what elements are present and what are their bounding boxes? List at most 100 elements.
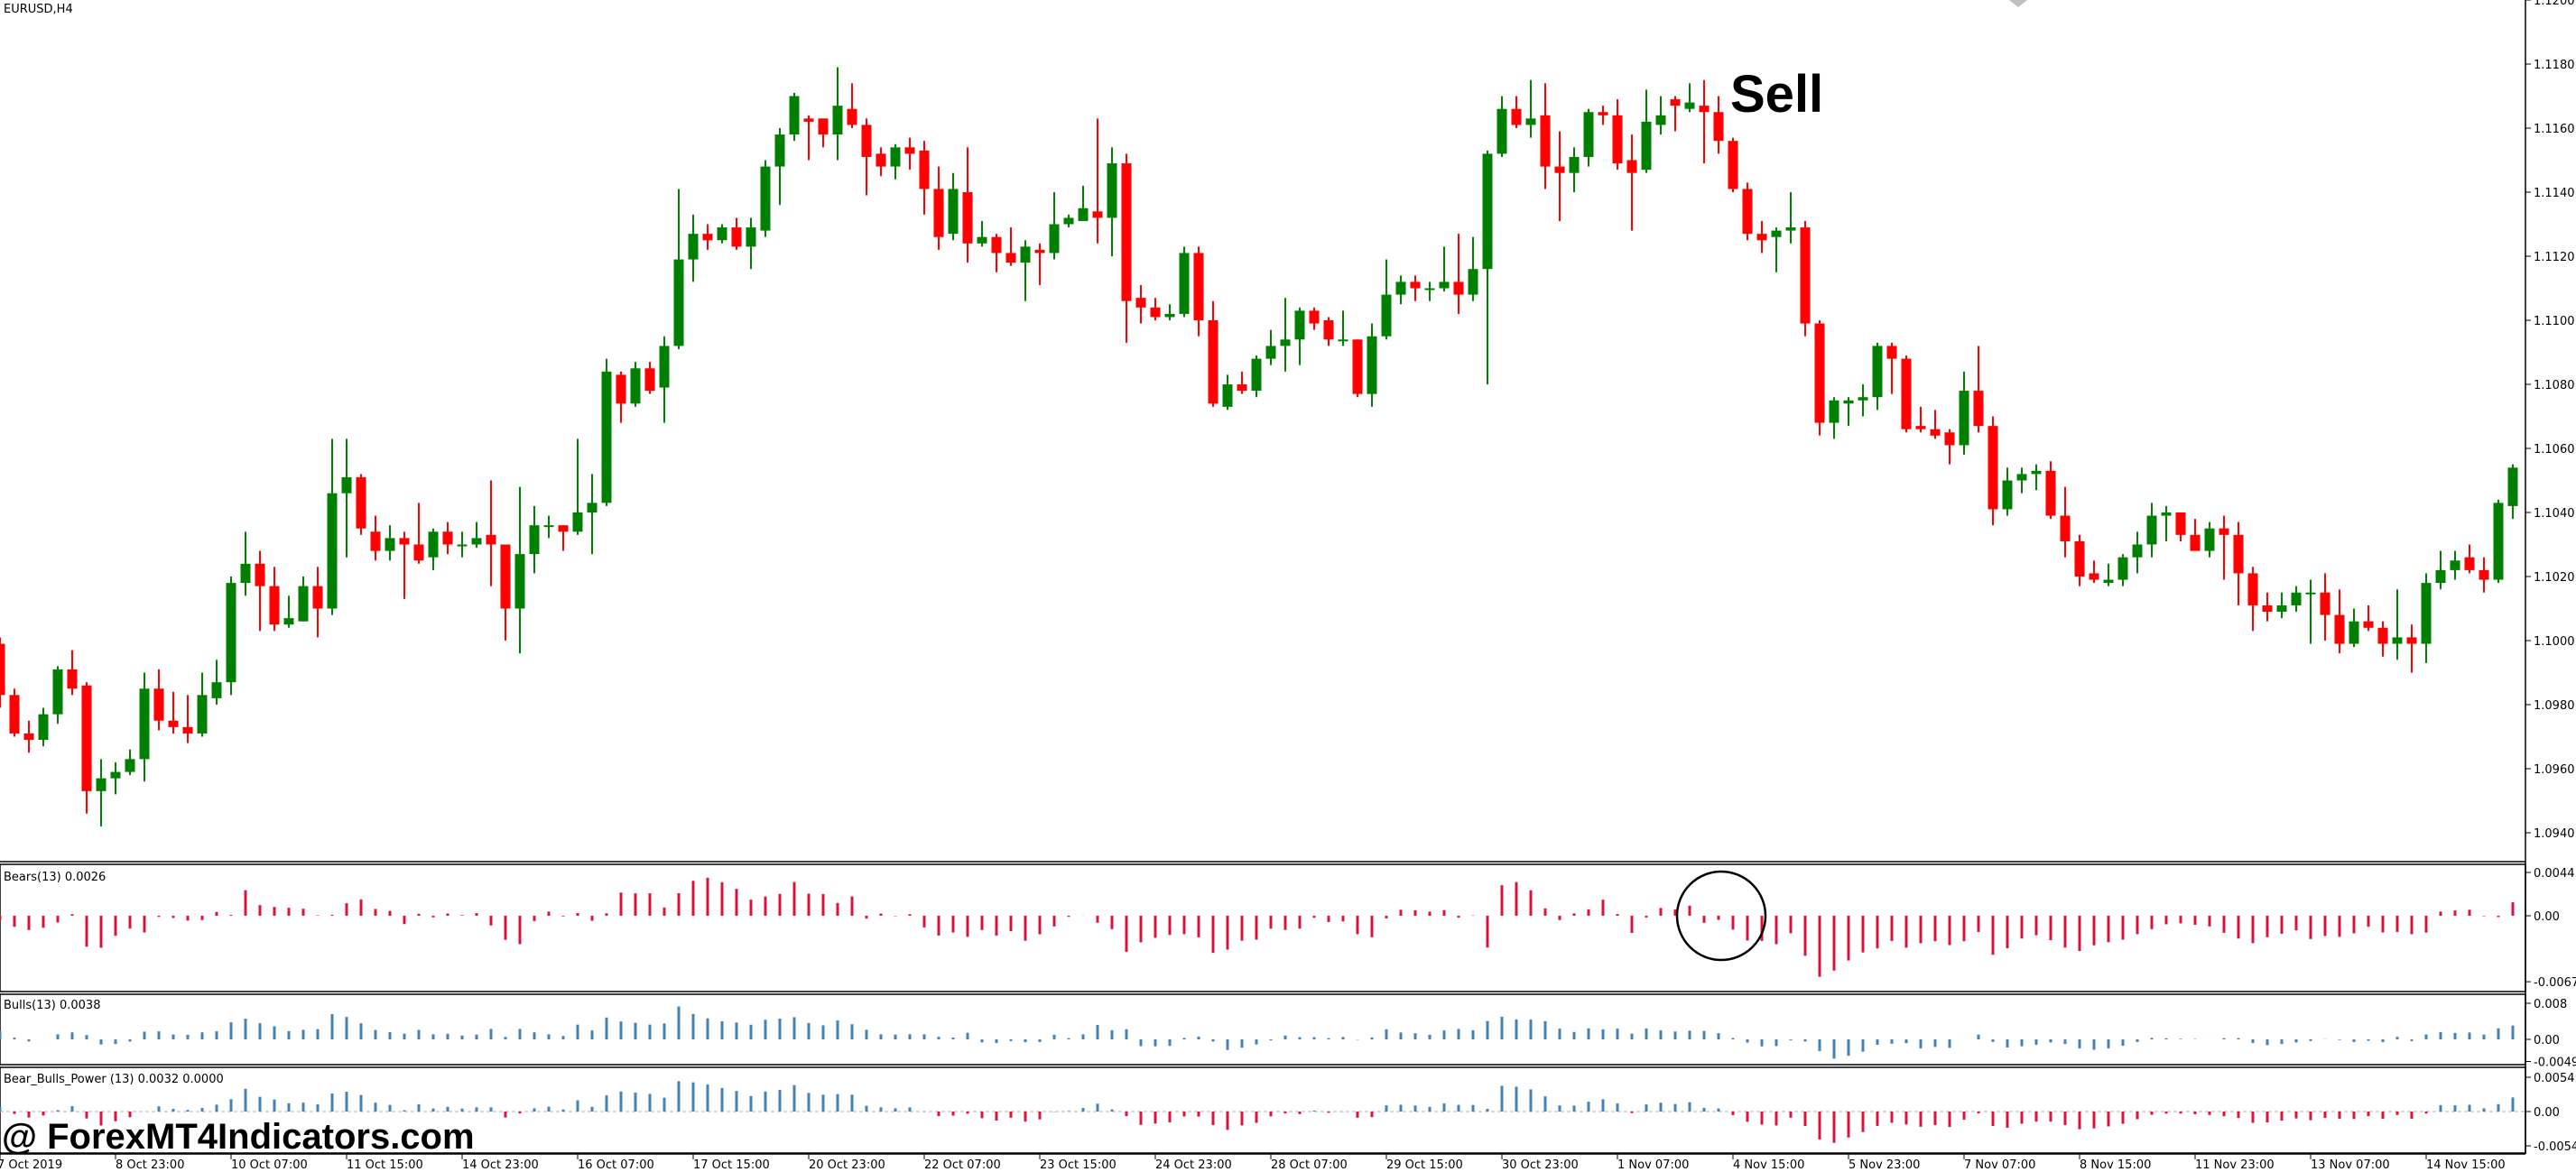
bear-candle [0, 637, 5, 708]
bear-candle [2045, 461, 2056, 520]
price-axis-label: 1.1100 [2534, 315, 2575, 328]
bear-candle [1309, 307, 1320, 330]
candle-body [1395, 281, 1406, 295]
candle-body [1164, 313, 1175, 318]
bear-candle [2089, 560, 2099, 584]
bear-candle [644, 362, 655, 394]
bear-candle [1193, 246, 1204, 337]
candle-body [529, 525, 540, 555]
candle-body [2247, 573, 2258, 605]
time-axis-label: 16 Oct 07:00 [578, 1158, 654, 1172]
candle-body [1525, 118, 1536, 125]
candle-body [818, 118, 829, 135]
price-axis-label: 1.1200 [2534, 0, 2575, 8]
candle-body [876, 153, 886, 167]
bear-candle [2334, 589, 2345, 654]
candle-body [1829, 400, 1839, 423]
candle-body [644, 368, 655, 392]
candle-body [1439, 281, 1450, 289]
bear-candle [1930, 410, 1941, 439]
bear-candle [933, 166, 944, 250]
bull-candle [659, 336, 670, 423]
candle-body [1496, 108, 1507, 154]
bear-candle [1121, 153, 1132, 343]
bear-candle [442, 521, 453, 555]
bull-candle [1424, 281, 1435, 301]
candle-body [2349, 621, 2359, 644]
candle-body [933, 189, 944, 237]
candle-body [1251, 358, 1262, 392]
candle-body [1641, 121, 1652, 171]
bull-candle [2161, 505, 2172, 541]
candle-body [2103, 579, 2114, 584]
price-axis-label: 1.1020 [2534, 571, 2575, 585]
candle-body [226, 583, 236, 683]
candle-body [890, 147, 901, 167]
bear-candle [2363, 604, 2374, 632]
price-axis-label: 1.1160 [2534, 123, 2575, 136]
chart-symbol-title: EURUSD,H4 [4, 3, 73, 16]
candle-body [1930, 429, 1941, 436]
candle-body [1872, 346, 1883, 398]
candle-body [572, 512, 583, 532]
price-axis-label: 1.0960 [2534, 763, 2575, 777]
candle-body [1612, 115, 1623, 164]
candle-body [601, 371, 612, 503]
candle-body [904, 147, 915, 154]
bear-candle [1699, 79, 1710, 164]
bear-candle [1554, 131, 1565, 221]
bull-candle [2435, 550, 2446, 590]
bull-candle [2016, 467, 2027, 494]
candle-body [356, 476, 366, 529]
bear-candle [1092, 118, 1103, 244]
candle-body [2377, 627, 2388, 644]
candle-body [1049, 224, 1060, 254]
bear-candle [2479, 557, 2489, 593]
candle-body [2089, 573, 2099, 580]
candle-body [702, 234, 713, 241]
bull-candle [139, 672, 150, 782]
candle-body [370, 531, 381, 551]
bull-candle [2450, 550, 2460, 580]
indicator-axis-label: 0.00 [2534, 1106, 2560, 1120]
candle-body [2175, 512, 2186, 535]
candle-body [52, 669, 63, 715]
bear-candle [1800, 220, 1811, 337]
candle-body [1063, 217, 1074, 225]
candle-body [2219, 528, 2229, 535]
candle-body [1222, 384, 1233, 407]
candle-body [283, 618, 294, 625]
shift-end-triangle-icon[interactable] [2009, 0, 2027, 7]
signal-circle-marker [1675, 870, 1767, 962]
candle-body [1280, 339, 1291, 346]
time-axis-label: 23 Oct 15:00 [1040, 1158, 1117, 1172]
candle-body [2406, 637, 2417, 644]
bull-candle [688, 214, 699, 282]
bear-candle [1150, 298, 1161, 320]
bull-candle [1395, 275, 1406, 305]
time-axis-label: 17 Oct 15:00 [693, 1158, 770, 1172]
bull-candle [110, 761, 121, 795]
bear-candle [847, 83, 857, 128]
bull-candle [1583, 108, 1594, 167]
candle-body [1915, 426, 1926, 429]
candle-body [471, 538, 482, 545]
bear-candle [1728, 137, 1738, 192]
candle-body [1005, 253, 1016, 263]
candle-body [774, 134, 785, 167]
bear-candle [1237, 371, 1247, 394]
candle-body [1309, 310, 1320, 324]
candle-body [2146, 515, 2157, 545]
bear-candle [962, 147, 973, 263]
candle-body [1179, 253, 1190, 314]
bull-candle [2305, 579, 2316, 644]
candle-body [1323, 320, 1334, 340]
indicator-axes: 0.0044 0.00 -0.0067 0.008 0.00 -0.0049 0.0054 0… [2525, 867, 2576, 1154]
candle-body [1569, 156, 1580, 173]
bear-candle [1670, 96, 1681, 132]
candle-body [1944, 432, 1955, 446]
candle-body [1453, 281, 1464, 295]
candle-body [1684, 102, 1695, 109]
bull-candle [327, 438, 338, 615]
candle-body [341, 476, 352, 494]
